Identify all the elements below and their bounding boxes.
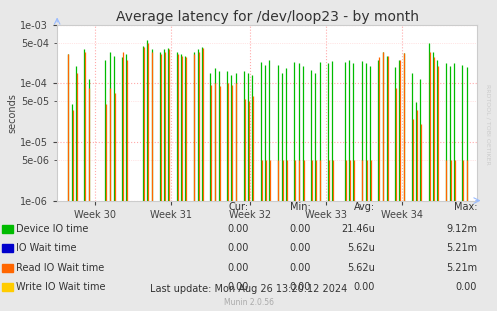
- Text: Write IO Wait time: Write IO Wait time: [16, 282, 106, 292]
- Text: IO Wait time: IO Wait time: [16, 244, 77, 253]
- Text: 0.00: 0.00: [289, 263, 311, 273]
- Text: Avg:: Avg:: [354, 202, 375, 212]
- Text: Device IO time: Device IO time: [16, 224, 89, 234]
- Y-axis label: seconds: seconds: [7, 93, 17, 133]
- Text: 21.46u: 21.46u: [341, 224, 375, 234]
- Text: Last update: Mon Aug 26 13:20:12 2024: Last update: Mon Aug 26 13:20:12 2024: [150, 284, 347, 294]
- Text: 5.62u: 5.62u: [347, 263, 375, 273]
- Text: 0.00: 0.00: [289, 282, 311, 292]
- Text: 0.00: 0.00: [227, 224, 248, 234]
- Text: 0.00: 0.00: [227, 244, 248, 253]
- Text: Munin 2.0.56: Munin 2.0.56: [224, 298, 273, 307]
- Text: 0.00: 0.00: [227, 263, 248, 273]
- Text: 0.00: 0.00: [354, 282, 375, 292]
- Text: 0.00: 0.00: [456, 282, 477, 292]
- Text: Read IO Wait time: Read IO Wait time: [16, 263, 105, 273]
- Text: 5.62u: 5.62u: [347, 244, 375, 253]
- Title: Average latency for /dev/loop23 - by month: Average latency for /dev/loop23 - by mon…: [116, 10, 418, 24]
- Text: Max:: Max:: [454, 202, 477, 212]
- Text: 0.00: 0.00: [227, 282, 248, 292]
- Text: 0.00: 0.00: [289, 244, 311, 253]
- Text: 5.21m: 5.21m: [446, 244, 477, 253]
- Text: 0.00: 0.00: [289, 224, 311, 234]
- Text: RRDTOOL / TOBI OETIKER: RRDTOOL / TOBI OETIKER: [486, 84, 491, 165]
- Text: Cur:: Cur:: [229, 202, 248, 212]
- Text: 9.12m: 9.12m: [446, 224, 477, 234]
- Text: 5.21m: 5.21m: [446, 263, 477, 273]
- Text: Min:: Min:: [290, 202, 311, 212]
